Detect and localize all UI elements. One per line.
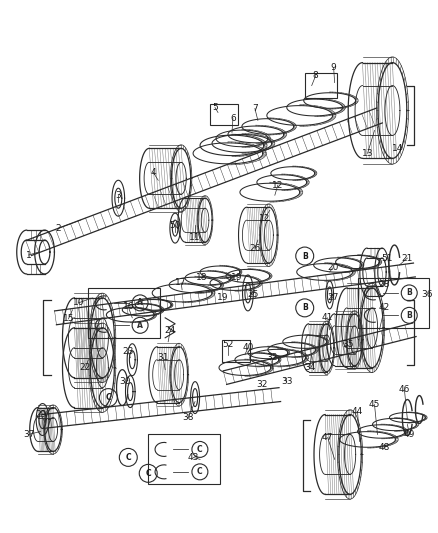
Text: 26: 26 [249, 244, 261, 253]
Text: 7: 7 [252, 104, 258, 113]
Text: 33: 33 [281, 377, 293, 386]
Text: 29: 29 [35, 410, 46, 419]
Text: A: A [137, 298, 143, 308]
Text: B: B [302, 303, 307, 312]
Text: 16: 16 [123, 302, 134, 311]
Text: 10: 10 [73, 298, 84, 308]
Text: 42: 42 [379, 303, 390, 312]
Bar [222, 340, 250, 362]
Text: 24: 24 [165, 326, 176, 335]
Text: 43: 43 [187, 453, 199, 462]
Text: 4: 4 [150, 168, 156, 177]
Text: 27: 27 [327, 293, 338, 302]
Text: 48: 48 [379, 443, 390, 452]
Bar [357, 278, 429, 328]
Text: 44: 44 [352, 407, 363, 416]
Text: 17: 17 [175, 278, 187, 287]
Text: 28: 28 [379, 280, 390, 289]
Text: A: A [137, 321, 143, 330]
Text: C: C [125, 453, 131, 462]
Text: 11: 11 [189, 232, 201, 241]
Text: 5: 5 [212, 103, 218, 112]
Text: 25: 25 [247, 290, 258, 300]
Text: C: C [106, 393, 111, 402]
Text: 13: 13 [362, 149, 373, 158]
Text: 3: 3 [116, 191, 121, 200]
Text: 9: 9 [331, 63, 336, 72]
Text: 49: 49 [404, 430, 415, 439]
Text: 21: 21 [402, 254, 413, 263]
Text: B: B [406, 288, 412, 297]
Bar [148, 434, 220, 484]
Text: B: B [302, 252, 307, 261]
Text: 2: 2 [56, 224, 61, 232]
Text: 30: 30 [120, 377, 131, 386]
Text: 22: 22 [80, 363, 91, 372]
Text: 8: 8 [313, 71, 318, 80]
Text: 6: 6 [230, 114, 236, 123]
Text: 37: 37 [23, 430, 34, 439]
Text: 38: 38 [182, 413, 194, 422]
Text: 23: 23 [123, 347, 134, 356]
Text: 1: 1 [26, 251, 32, 260]
Text: 12: 12 [272, 181, 283, 190]
Text: 18: 18 [196, 273, 208, 282]
Text: B: B [406, 311, 412, 320]
Text: C: C [145, 469, 151, 478]
Bar [210, 103, 238, 125]
Text: 31: 31 [157, 353, 169, 362]
Text: 45: 45 [369, 400, 380, 409]
Text: C: C [197, 445, 203, 454]
Text: 40: 40 [242, 343, 254, 352]
Text: 36: 36 [422, 290, 433, 300]
Text: 41: 41 [322, 313, 333, 322]
Text: 47: 47 [322, 433, 333, 442]
Bar [88, 288, 160, 338]
Text: C: C [197, 467, 203, 477]
Text: 35: 35 [342, 340, 353, 349]
Text: 14: 14 [392, 144, 403, 153]
Bar [305, 72, 337, 98]
Text: 52: 52 [222, 340, 233, 349]
Text: 19: 19 [231, 273, 243, 282]
Text: 34: 34 [304, 363, 315, 372]
Text: 46: 46 [399, 385, 410, 394]
Text: 15: 15 [63, 314, 74, 324]
Text: 20: 20 [327, 263, 338, 272]
Text: 19: 19 [217, 293, 229, 302]
Text: 12: 12 [259, 214, 271, 223]
Text: 32: 32 [266, 353, 278, 362]
Text: 51: 51 [381, 254, 393, 263]
Text: 50: 50 [170, 221, 181, 230]
Text: 32: 32 [256, 380, 268, 389]
